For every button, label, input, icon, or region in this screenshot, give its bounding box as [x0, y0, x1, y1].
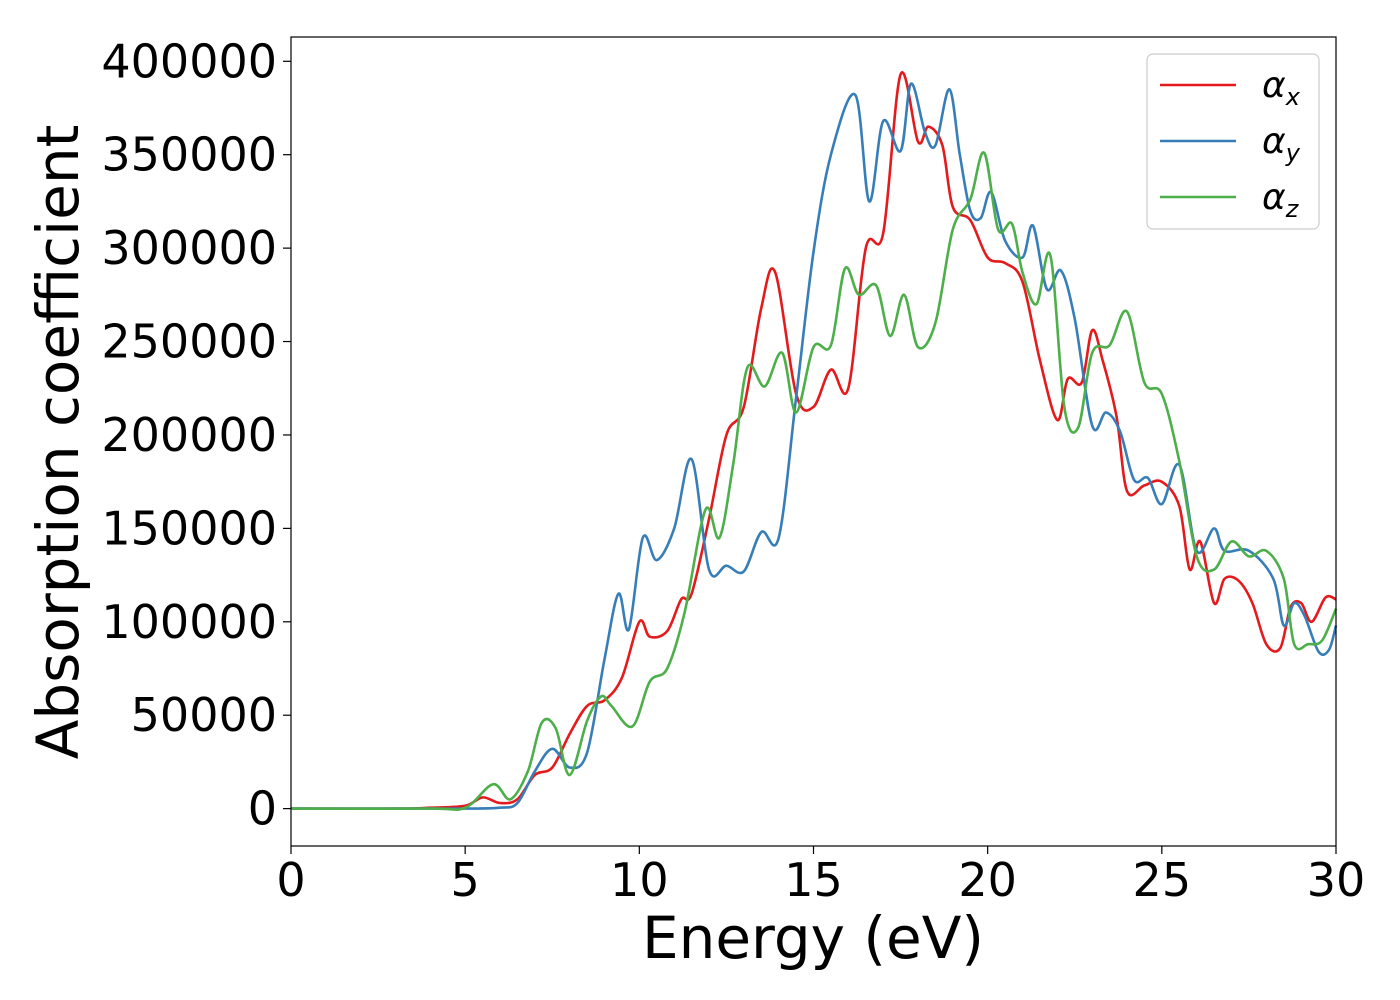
y-tick-label: 50000 — [131, 688, 277, 742]
legend-label-z: αz — [1262, 177, 1300, 223]
y-axis-ticks: 0 50000 100000 150000 200000 250000 300000 3500… — [101, 34, 291, 836]
x-axis-title: Energy (eV) — [642, 904, 984, 972]
x-tick-label: 0 — [276, 853, 305, 907]
y-tick-label: 150000 — [101, 501, 277, 555]
legend-label-y: αy — [1262, 121, 1301, 167]
y-tick-label: 250000 — [101, 315, 277, 369]
y-tick-label: 200000 — [101, 408, 277, 462]
y-axis-title: Absorption coefficient — [24, 125, 92, 760]
y-tick-label: 100000 — [101, 595, 277, 649]
series-line-z — [290, 151, 1338, 812]
x-tick-label: 5 — [451, 853, 480, 907]
legend: αx αy αz — [1146, 53, 1320, 230]
x-tick-label: 20 — [958, 853, 1017, 907]
y-tick-label: 350000 — [101, 128, 277, 182]
x-tick-label: 10 — [610, 853, 669, 907]
y-tick-label: 400000 — [101, 34, 277, 88]
legend-label-x: αx — [1262, 65, 1301, 111]
y-tick-label: 0 — [248, 782, 277, 836]
x-tick-label: 25 — [1133, 853, 1192, 907]
x-tick-label: 15 — [784, 853, 843, 907]
x-axis-ticks: 0 5 10 15 20 25 30 — [276, 846, 1365, 907]
x-tick-label: 30 — [1307, 853, 1366, 907]
y-tick-label: 300000 — [101, 221, 277, 275]
series-lines — [290, 71, 1338, 812]
